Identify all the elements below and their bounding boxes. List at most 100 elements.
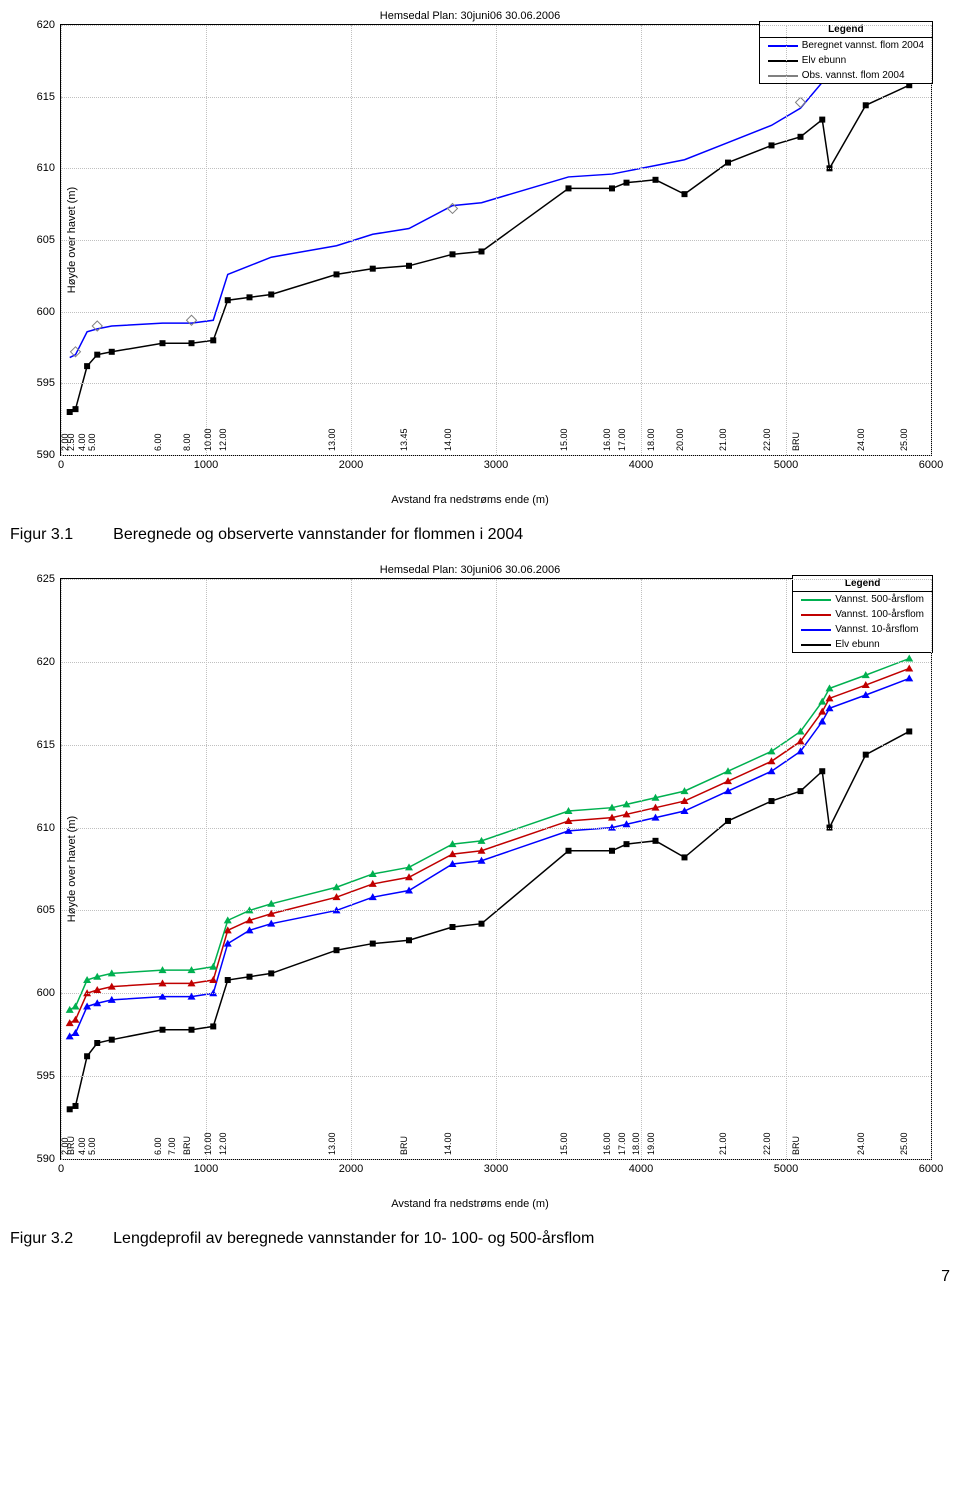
marker-elvebunn: [370, 941, 376, 947]
marker-f100: [768, 757, 776, 764]
marker-elvebunn: [84, 363, 90, 369]
station-label: 6.00: [153, 1137, 163, 1155]
station-label: 5.00: [87, 433, 97, 451]
marker-elvebunn: [769, 798, 775, 804]
station-label: 12.00: [218, 428, 228, 451]
station-label: BRU: [66, 1136, 76, 1155]
marker-elvebunn: [450, 924, 456, 930]
marker-elvebunn: [609, 185, 615, 191]
marker-elvebunn: [624, 841, 630, 847]
legend-label: Elv ebunn: [802, 55, 846, 66]
marker-elvebunn: [94, 1040, 100, 1046]
station-label: 13.45: [399, 428, 409, 451]
legend-label: Vannst. 10-årsflom: [835, 624, 918, 635]
marker-f10: [818, 718, 826, 725]
marker-f500: [818, 698, 826, 705]
marker-elvebunn: [624, 180, 630, 186]
marker-elvebunn: [268, 291, 274, 297]
marker-f500: [405, 863, 413, 870]
marker-elvebunn: [189, 1027, 195, 1033]
station-label: 19.00: [646, 1132, 656, 1155]
fig2-caption: Lengdeprofil av beregnede vannstander fo…: [113, 1230, 594, 1248]
x-tick: 2000: [339, 1159, 363, 1175]
station-label: 24.00: [856, 1132, 866, 1155]
marker-elvebunn: [84, 1053, 90, 1059]
page-number: 7: [10, 1268, 950, 1286]
marker-f10: [72, 1029, 80, 1036]
y-tick: 615: [37, 91, 61, 103]
marker-elvebunn: [109, 1037, 115, 1043]
legend-label: Beregnet vannst. flom 2004: [802, 40, 924, 51]
station-label: BRU: [791, 432, 801, 451]
x-tick: 5000: [774, 455, 798, 471]
y-tick: 620: [37, 19, 61, 31]
legend-swatch: [768, 60, 798, 62]
legend-label: Obs. vannst. flom 2004: [802, 70, 905, 81]
x-tick: 4000: [629, 455, 653, 471]
legend-swatch: [801, 644, 831, 646]
marker-elvebunn: [653, 177, 659, 183]
station-label: 17.00: [617, 1132, 627, 1155]
y-tick: 610: [37, 822, 61, 834]
legend-item: Vannst. 500-årsflom: [793, 592, 932, 607]
station-label: BRU: [791, 1136, 801, 1155]
station-label: 17.00: [617, 428, 627, 451]
marker-f100: [405, 873, 413, 880]
station-label: 12.00: [218, 1132, 228, 1155]
legend-label: Elv ebunn: [835, 639, 879, 650]
chart-2: Hemsedal Plan: 30juni06 30.06.2006 Høyde…: [10, 564, 930, 1210]
marker-f10: [905, 674, 913, 681]
y-tick: 610: [37, 162, 61, 174]
chart2-xlabel: Avstand fra nedstrøms ende (m): [10, 1198, 930, 1210]
y-tick: 600: [37, 987, 61, 999]
x-tick: 4000: [629, 1159, 653, 1175]
marker-f500: [768, 747, 776, 754]
y-tick: 615: [37, 739, 61, 751]
x-tick: 5000: [774, 1159, 798, 1175]
marker-elvebunn: [94, 352, 100, 358]
station-label: 22.00: [762, 1132, 772, 1155]
station-label: BRU: [182, 1136, 192, 1155]
station-label: 24.00: [856, 428, 866, 451]
legend-item: Elv ebunn: [793, 637, 932, 652]
fig1-caption: Beregnede og observerte vannstander for …: [113, 526, 523, 544]
figure-2-caption-row: Figur 3.2 Lengdeprofil av beregnede vann…: [10, 1230, 950, 1248]
marker-elvebunn: [370, 266, 376, 272]
station-label: 21.00: [718, 428, 728, 451]
marker-elvebunn: [566, 848, 572, 854]
legend-swatch: [768, 45, 798, 47]
marker-f500: [209, 963, 217, 970]
marker-elvebunn: [819, 768, 825, 774]
station-label: 5.00: [87, 1137, 97, 1155]
marker-elvebunn: [73, 1103, 79, 1109]
marker-elvebunn: [769, 142, 775, 148]
marker-elvebunn: [609, 848, 615, 854]
marker-elvebunn: [798, 788, 804, 794]
marker-elvebunn: [653, 838, 659, 844]
figure-1-caption-row: Figur 3.1 Beregnede og observerte vannst…: [10, 526, 950, 544]
legend-swatch: [801, 614, 831, 616]
marker-f10: [768, 767, 776, 774]
y-tick: 600: [37, 306, 61, 318]
station-label: 13.00: [327, 428, 337, 451]
station-label: 16.00: [602, 428, 612, 451]
station-label: 13.00: [327, 1132, 337, 1155]
station-label: 2.50: [66, 433, 76, 451]
x-tick: 1000: [194, 455, 218, 471]
station-label: 22.00: [762, 428, 772, 451]
station-label: 6.00: [153, 433, 163, 451]
station-label: 25.00: [899, 1132, 909, 1155]
fig1-label: Figur 3.1: [10, 526, 73, 544]
marker-elvebunn: [247, 294, 253, 300]
marker-elvebunn: [225, 977, 231, 983]
marker-elvebunn: [725, 160, 731, 166]
marker-elvebunn: [67, 409, 73, 415]
station-label: 21.00: [718, 1132, 728, 1155]
station-label: 20.00: [675, 428, 685, 451]
series-elvebunn: [70, 85, 910, 412]
x-tick: 2000: [339, 455, 363, 471]
marker-elvebunn: [67, 1106, 73, 1112]
marker-elvebunn: [225, 297, 231, 303]
marker-elvebunn: [906, 728, 912, 734]
y-tick: 625: [37, 573, 61, 585]
